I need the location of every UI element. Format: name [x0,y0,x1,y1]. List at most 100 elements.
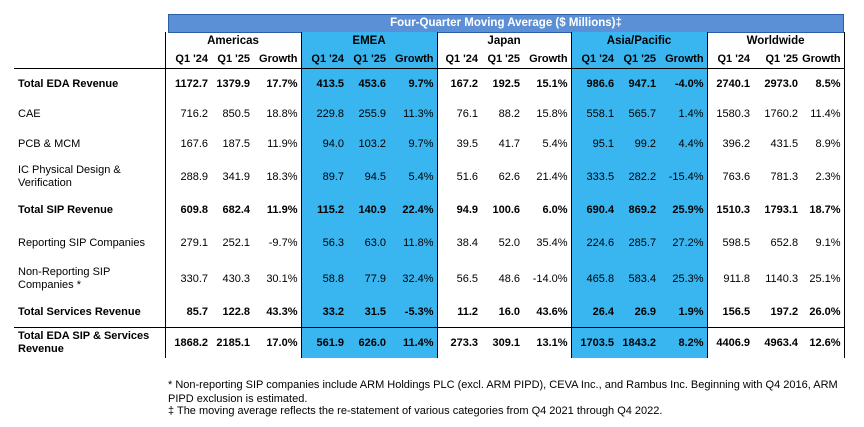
value-cell: 187.5 [222,138,250,150]
value-cell: 9.7% [389,129,438,159]
value-cell: 1760.2 [764,108,799,120]
value-cell: 43.3% [266,306,298,318]
table-row: Non-Reporting SIP Companies * 330.7 430.3 3… [14,261,845,297]
value-cell: 224.6 [570,225,618,261]
value-cell: 25.9% [659,195,708,225]
value-cell: 565.7 [617,99,660,129]
value-cell: 947.1 [617,68,660,99]
column-header-3-2: Growth [659,50,708,69]
value-cell: 11.8% [389,225,438,261]
value-cell: 850.5 [222,108,250,120]
value-cell: 333.5 [570,159,618,195]
value-cell: 2740.1 [706,68,754,99]
value-cell: 1793.1 [764,204,799,216]
value-cell: 58.8 [300,261,348,297]
value-cell: 95.1 [570,129,618,159]
value-cell: 17.0% [253,327,302,358]
value-cell: 16.0 [498,306,521,318]
revenue-table: Americas EMEA Japan Asia/Pacific Worldwide Q1… [14,32,845,358]
value-cell: 598.5 [706,225,754,261]
value-cell: 56.5 [436,261,482,297]
value-cell: 140.9 [347,195,390,225]
value-cell: 31.5 [347,297,390,328]
value-cell: 167.6 [164,129,211,159]
row-label: Total EDA SIP & Services Revenue [14,327,165,358]
column-header-4-1: Q1 '25 [765,53,799,65]
value-cell: 15.8% [536,108,568,120]
value-cell: 11.3% [389,99,438,129]
column-header-0-0: Q1 '24 [164,50,211,69]
column-header-2-0: Q1 '24 [436,50,482,69]
value-cell: 431.5 [770,138,799,150]
value-cell: 5.4% [389,159,438,195]
value-cell: 781.3 [770,171,799,183]
value-cell: 6.0% [542,204,568,216]
column-header-1-2: Growth [389,50,438,69]
value-cell: 583.4 [617,261,660,297]
table-banner: Four-Quarter Moving Average ($ Millions)… [168,14,844,33]
value-cell: 21.4% [536,171,568,183]
row-label: Total Services Revenue [18,305,141,318]
value-cell: 156.5 [706,297,754,328]
value-cell: 330.7 [164,261,211,297]
row-label: PCB & MCM [18,137,81,150]
region-header-row: Americas EMEA Japan Asia/Pacific Worldwide [14,32,845,50]
value-cell: 2973.0 [753,68,802,99]
column-header-3-1: Q1 '25 [617,50,660,69]
value-cell: 77.9 [347,261,390,297]
value-cell: 94.0 [300,129,348,159]
value-cell: 11.9% [266,204,298,216]
value-cell: 26.9 [617,297,660,328]
value-cell: 279.1 [164,225,211,261]
row-label: IC Physical Design & Verification [18,164,121,189]
row-label: Total SIP Revenue [18,203,113,216]
value-cell: 763.6 [706,159,754,195]
value-cell: 192.5 [481,68,524,99]
region-header-0: Americas [164,32,302,50]
value-cell: 122.8 [222,306,250,318]
value-cell: 4.4% [659,129,708,159]
value-cell: 85.7 [164,297,211,328]
value-cell: 38.4 [436,225,482,261]
value-cell: 1580.3 [706,99,754,129]
value-cell: 48.6 [498,273,521,285]
value-cell: 652.8 [770,237,799,249]
value-cell: 63.0 [347,225,390,261]
value-cell: 35.4% [536,237,568,249]
value-cell: 13.1% [523,327,572,358]
value-cell: 43.6% [536,306,568,318]
corner-cell-2 [14,50,165,69]
value-cell: 9.7% [389,68,438,99]
value-cell: 11.4% [389,327,438,358]
column-header-0-1: Q1 '25 [217,53,250,65]
row-label: Non-Reporting SIP Companies * [18,266,111,291]
value-cell: 41.7 [498,138,521,150]
value-cell: 273.3 [436,327,482,358]
value-cell: 15.1% [523,68,572,99]
value-cell: -9.7% [268,237,298,249]
value-cell: 88.2 [498,108,521,120]
column-header-4-2: Growth [801,50,845,69]
table-row: Reporting SIP Companies 279.1 252.1 -9.7% 56… [14,225,845,261]
value-cell: 5.4% [542,138,568,150]
value-cell: 285.7 [617,225,660,261]
value-cell: 25.3% [659,261,708,297]
value-cell: 26.0% [801,297,845,328]
table-row: Total EDA Revenue 1172.7 1379.9 17.7% 413.5 4… [14,68,845,99]
footnote-star: * Non-reporting SIP companies include AR… [168,379,838,405]
value-cell: 1172.7 [164,68,211,99]
value-cell: 396.2 [706,129,754,159]
value-cell: 18.8% [266,108,298,120]
value-cell: -4.0% [659,68,708,99]
value-cell: 33.2 [300,297,348,328]
value-cell: 4406.9 [706,327,754,358]
value-cell: 25.1% [801,261,845,297]
column-header-2-1: Q1 '25 [487,53,521,65]
value-cell: 1510.3 [706,195,754,225]
value-cell: 255.9 [347,99,390,129]
value-cell: 26.4 [570,297,618,328]
value-cell: 17.7% [253,68,302,99]
value-cell: -14.0% [532,273,568,285]
region-header-3: Asia/Pacific [570,32,708,50]
value-cell: 288.9 [164,159,211,195]
